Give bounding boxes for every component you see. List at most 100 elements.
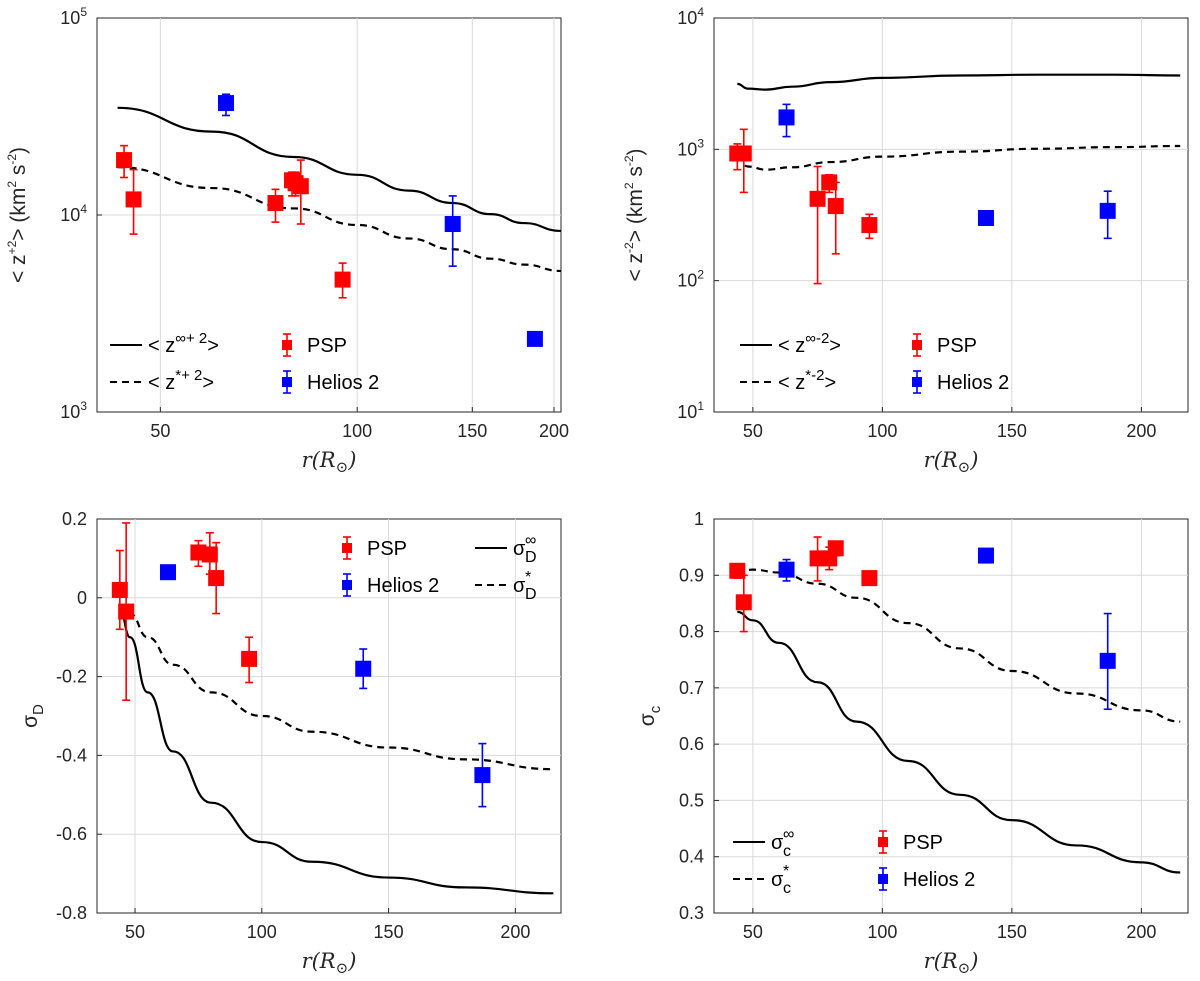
x-tick-label: 50 bbox=[150, 421, 170, 441]
y-tick-label: 103 bbox=[60, 399, 87, 422]
helios-2-data-point bbox=[778, 109, 795, 126]
y-axis-label: σD bbox=[19, 704, 47, 728]
x-tick-label: 100 bbox=[247, 922, 277, 942]
psp-data-point bbox=[267, 195, 284, 212]
helios-2-data-point bbox=[778, 561, 795, 578]
legend-series-label: PSP bbox=[307, 335, 347, 357]
legend-series-label: PSP bbox=[367, 538, 407, 560]
legend-marker bbox=[878, 837, 888, 847]
psp-data-point bbox=[118, 603, 135, 620]
model-curve-1 bbox=[117, 106, 561, 233]
helios-2-data-point bbox=[159, 564, 176, 581]
psp-data-point bbox=[861, 217, 878, 234]
helios-2-data-point bbox=[444, 216, 461, 233]
legend-line-label: σ∞ D bbox=[513, 532, 537, 566]
x-tick-label: 150 bbox=[997, 421, 1027, 441]
psp-data-point bbox=[334, 271, 351, 288]
legend: < z∞-2> < z*-2> PSP Helios 2 bbox=[740, 330, 1009, 394]
y-axis-label: σc bbox=[636, 705, 664, 726]
psp-data-point bbox=[292, 178, 309, 195]
helios-2-data-point bbox=[355, 660, 372, 677]
legend-marker bbox=[912, 340, 922, 350]
x-tick-label: 150 bbox=[374, 922, 404, 942]
helios-2-data-point bbox=[1099, 652, 1116, 669]
y-tick-label: -0.8 bbox=[56, 903, 87, 923]
y-tick-label: 0 bbox=[77, 588, 87, 608]
chart-panel-3: 50 100 150 200 -0.8 -0.6 -0.4 -0.2 0 0.2 r(R⊙) σD σ∞… bbox=[19, 509, 562, 977]
y-tick-label: 0.9 bbox=[679, 565, 704, 585]
helios-2-data-point bbox=[217, 95, 234, 112]
y-tick-label: 104 bbox=[60, 202, 87, 225]
psp-data-point bbox=[208, 570, 225, 587]
psp-data-point bbox=[861, 570, 878, 587]
y-tick-label: 102 bbox=[677, 268, 704, 291]
y-tick-label: 0.7 bbox=[679, 678, 704, 698]
y-tick-label: 0.2 bbox=[62, 509, 87, 529]
legend-line-label: σ* D bbox=[513, 569, 537, 603]
x-axis-label: r(R⊙) bbox=[302, 949, 357, 977]
model-curve-1 bbox=[737, 73, 1181, 91]
legend-marker bbox=[912, 377, 922, 387]
legend-series-label: Helios 2 bbox=[307, 372, 379, 394]
x-tick-label: 50 bbox=[743, 922, 763, 942]
x-tick-label: 200 bbox=[539, 421, 569, 441]
psp-data-point bbox=[821, 174, 838, 191]
helios-2-data-point bbox=[1099, 202, 1116, 219]
legend-series-label: PSP bbox=[937, 335, 977, 357]
x-tick-label: 100 bbox=[867, 421, 897, 441]
legend-line-label: < z∞+ 2> bbox=[148, 330, 219, 357]
model-curve-2 bbox=[737, 568, 1181, 723]
legend-series-label: Helios 2 bbox=[367, 575, 439, 597]
legend-line-label: < z*-2> bbox=[778, 367, 836, 394]
helios-2-data-point bbox=[977, 210, 994, 227]
legend-series-label: PSP bbox=[903, 832, 943, 854]
chart-panel-1: 50 100 150 200 103 104 105 r(R⊙) < z+2> (km2 s-2… bbox=[5, 5, 569, 476]
model-curve-1 bbox=[119, 608, 554, 895]
legend-line-label: σ* c bbox=[771, 863, 791, 897]
y-tick-label: 103 bbox=[677, 136, 704, 159]
legend-marker bbox=[282, 340, 292, 350]
y-axis-label: < z-2> (km2 s-2) bbox=[622, 148, 647, 281]
x-tick-label: 200 bbox=[500, 922, 530, 942]
x-axis-label: r(R⊙) bbox=[924, 448, 979, 476]
psp-data-point bbox=[201, 546, 218, 563]
x-tick-label: 50 bbox=[743, 421, 763, 441]
helios-2-data-point bbox=[977, 547, 994, 564]
legend-marker bbox=[282, 377, 292, 387]
psp-data-point bbox=[735, 594, 752, 611]
x-tick-label: 100 bbox=[867, 922, 897, 942]
x-tick-label: 150 bbox=[997, 922, 1027, 942]
y-tick-label: 105 bbox=[60, 5, 87, 28]
x-tick-label: 200 bbox=[1126, 421, 1156, 441]
y-tick-label: 0.3 bbox=[679, 903, 704, 923]
model-curve-1 bbox=[737, 610, 1181, 874]
y-tick-label: 0.8 bbox=[679, 622, 704, 642]
legend-series-label: Helios 2 bbox=[903, 869, 975, 891]
x-tick-label: 200 bbox=[1126, 922, 1156, 942]
helios-2-data-point bbox=[526, 330, 543, 347]
legend-marker bbox=[342, 543, 352, 553]
legend: σ∞ D σ* D PSP Helios 2 bbox=[342, 532, 537, 603]
y-tick-label: 1 bbox=[694, 509, 704, 529]
plot-area bbox=[713, 518, 1189, 914]
chart-panel-4: 50 100 150 200 0.3 0.4 0.5 0.6 0.7 0.8 0.9 1 r(R⊙) σc… bbox=[636, 509, 1189, 977]
plot-area bbox=[96, 518, 562, 914]
y-axis-label: < z+2> (km2 s-2) bbox=[5, 147, 30, 283]
x-tick-label: 50 bbox=[125, 922, 145, 942]
psp-data-point bbox=[827, 540, 844, 557]
y-tick-label: 0.5 bbox=[679, 790, 704, 810]
y-tick-label: 0.4 bbox=[679, 847, 704, 867]
chart-panel-2: 50 100 150 200 101 102 103 104 r(R⊙) < z-2> (km2 … bbox=[622, 5, 1189, 476]
psp-data-point bbox=[827, 198, 844, 215]
legend: σ∞ c σ* c PSP Helios 2 bbox=[733, 826, 975, 897]
y-tick-label: 101 bbox=[677, 399, 704, 422]
psp-data-point bbox=[241, 650, 258, 667]
legend-line-label: < z∞-2> bbox=[778, 330, 841, 357]
psp-data-point bbox=[116, 152, 133, 169]
psp-data-point bbox=[729, 562, 746, 579]
legend-line-label: σ∞ c bbox=[771, 826, 794, 860]
y-tick-label: -0.2 bbox=[56, 667, 87, 687]
y-tick-label: 104 bbox=[677, 5, 704, 28]
psp-data-point bbox=[111, 581, 128, 598]
